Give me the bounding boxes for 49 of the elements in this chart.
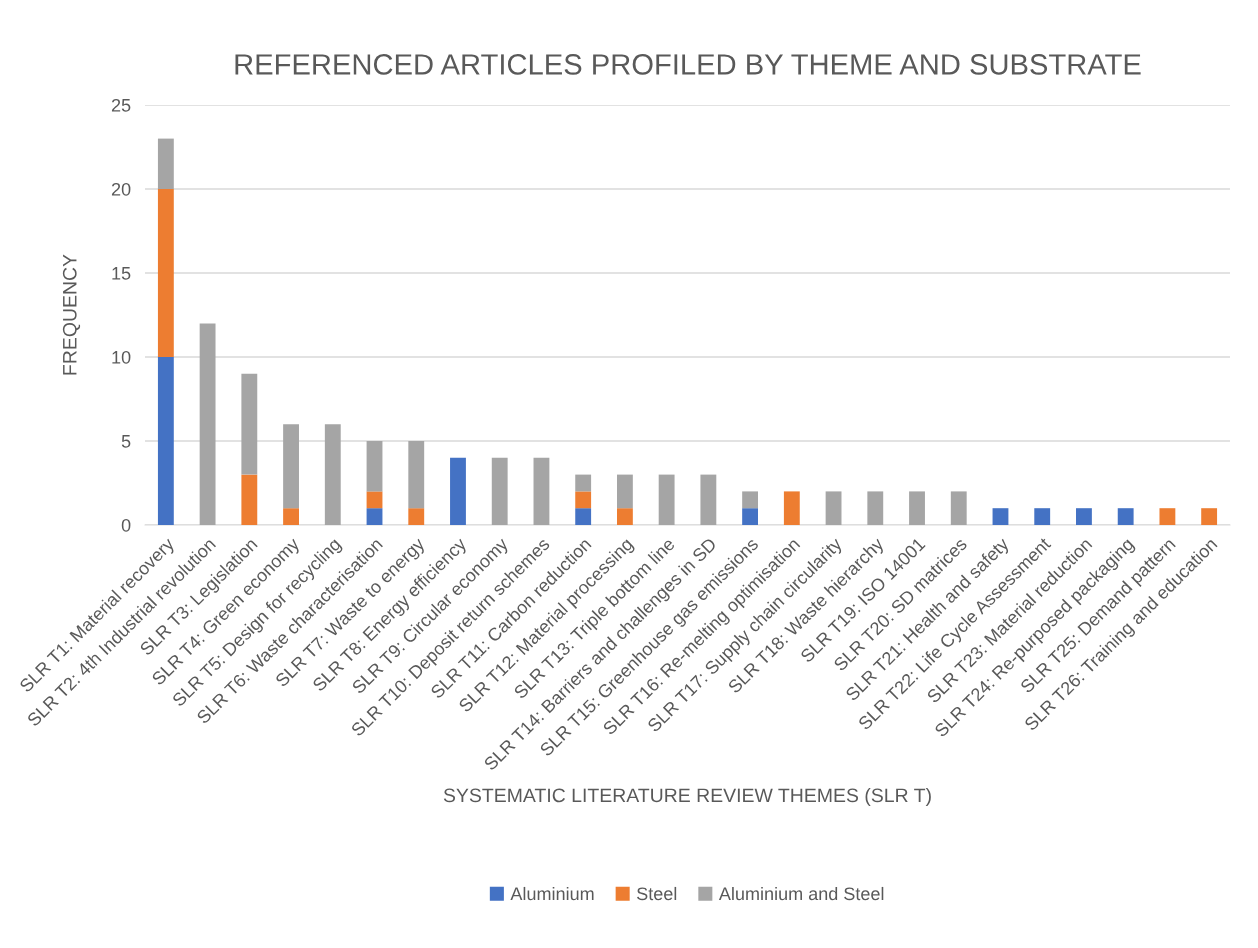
bar bbox=[742, 491, 759, 509]
y-axis-title: FREQUENCY bbox=[62, 254, 81, 375]
bar bbox=[1159, 508, 1176, 525]
bar bbox=[1117, 508, 1134, 525]
bar bbox=[157, 357, 174, 525]
bar bbox=[992, 508, 1009, 525]
bar bbox=[575, 491, 592, 509]
x-axis-title: SYSTEMATIC LITERATURE REVIEW THEMES (SLR T) bbox=[443, 787, 931, 807]
bar bbox=[533, 457, 550, 525]
bar bbox=[700, 474, 717, 525]
bar bbox=[575, 474, 592, 492]
bar bbox=[408, 441, 425, 509]
bar bbox=[283, 508, 299, 525]
legend-label: Aluminium bbox=[510, 886, 594, 901]
bar bbox=[616, 508, 633, 525]
bar bbox=[575, 508, 592, 525]
bar bbox=[950, 491, 967, 525]
bar bbox=[658, 474, 675, 525]
bar bbox=[366, 441, 383, 492]
bar bbox=[199, 323, 216, 525]
bar bbox=[366, 491, 383, 509]
y-tick-label: 0 bbox=[121, 518, 131, 532]
bar bbox=[241, 474, 258, 525]
legend-label: Steel bbox=[637, 886, 677, 901]
y-tick-label: 20 bbox=[111, 182, 131, 196]
bar bbox=[157, 138, 174, 189]
legend-label: Aluminium and Steel bbox=[718, 886, 884, 901]
bar bbox=[742, 508, 759, 525]
bar bbox=[1034, 508, 1051, 525]
y-tick-label: 10 bbox=[112, 350, 131, 364]
bar bbox=[616, 474, 633, 509]
chart-title: REFERENCED ARTICLES PROFILED BY THEME AND SUBSTRATE bbox=[235, 54, 1141, 75]
bar bbox=[1201, 508, 1218, 525]
bar bbox=[491, 457, 508, 525]
bar bbox=[867, 491, 884, 525]
bar bbox=[157, 189, 174, 357]
bar bbox=[450, 457, 466, 525]
y-tick-label: 15 bbox=[112, 267, 131, 280]
bar bbox=[283, 424, 299, 509]
bar bbox=[783, 491, 800, 525]
bar bbox=[825, 491, 842, 525]
bar bbox=[909, 491, 925, 525]
bar bbox=[324, 424, 341, 525]
y-tick-label: 5 bbox=[121, 435, 131, 448]
y-tick-label: 25 bbox=[111, 98, 131, 112]
bar bbox=[408, 508, 425, 525]
bar bbox=[366, 508, 383, 525]
bar bbox=[1076, 508, 1092, 525]
bar bbox=[241, 373, 258, 475]
